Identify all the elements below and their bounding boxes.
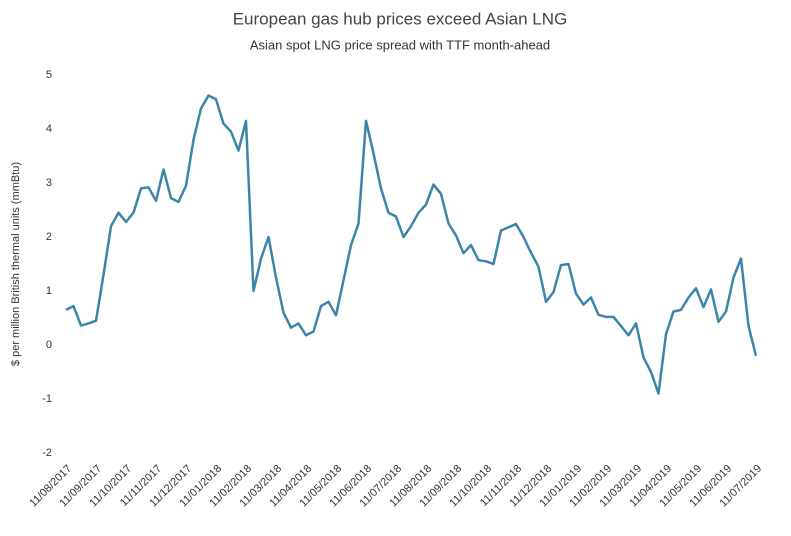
y-tick-label: 2	[46, 231, 52, 243]
line	[65, 94, 758, 395]
y-tick-label: 5	[46, 69, 52, 81]
y-tick-label: 0	[46, 339, 52, 351]
y-tick-label: 4	[46, 123, 52, 135]
y-tick-label: 3	[46, 177, 52, 189]
y-tick-label: 1	[46, 285, 52, 297]
y-tick-label: -1	[42, 393, 52, 405]
chart-title: European gas hub prices exceed Asian LNG	[233, 9, 568, 28]
y-axis-label: $ per million British thermal units (mmB…	[10, 162, 22, 366]
chart-subtitle: Asian spot LNG price spread with TTF mon…	[250, 37, 550, 52]
y-tick-label: -2	[42, 447, 52, 459]
